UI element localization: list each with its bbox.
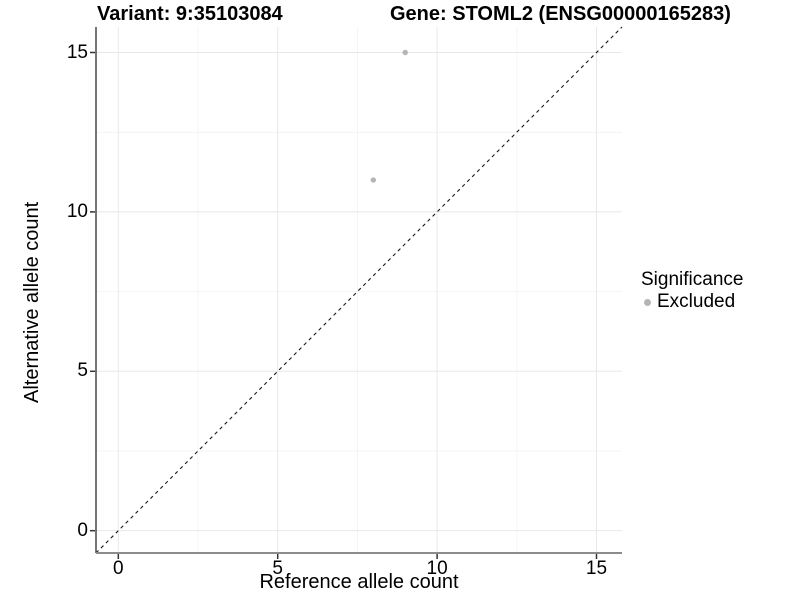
data-point-excluded — [402, 49, 408, 56]
legend-item-label: Excluded — [657, 291, 736, 312]
x-tick-label-10: 10 — [426, 558, 448, 579]
y-tick-label-0: 0 — [77, 519, 88, 541]
data-point-excluded — [370, 177, 377, 183]
legend-key-excluded-dot-icon — [644, 298, 651, 306]
y-tick-label-15: 15 — [66, 41, 88, 63]
legend-title: Significance — [641, 269, 744, 290]
plot-title-gene: Gene: STOML2 (ENSG00000165283) — [390, 3, 731, 25]
x-tick-label-5: 5 — [272, 558, 283, 579]
y-tick-label-5: 5 — [77, 360, 88, 382]
x-tick-label-0: 0 — [113, 558, 124, 579]
plot-title-variant: Variant: 9:35103084 — [97, 3, 283, 25]
y-tick-label-10: 10 — [66, 200, 88, 222]
identity-reference-line — [95, 26, 623, 554]
x-axis-title: Reference allele count — [259, 571, 459, 593]
x-tick-label-15: 15 — [585, 558, 608, 579]
legend: Significance Excluded — [641, 269, 743, 313]
legend-item-excluded: Excluded — [641, 291, 743, 313]
